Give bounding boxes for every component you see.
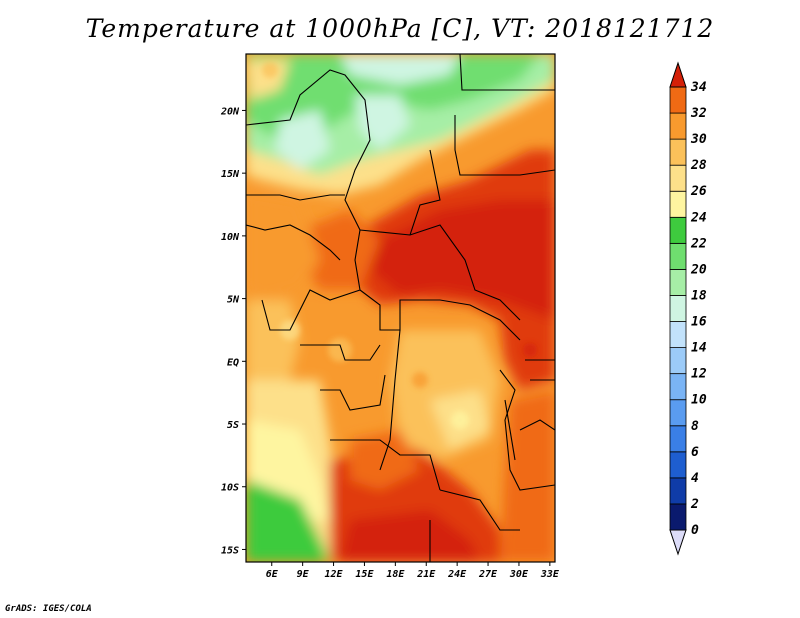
lon-tick-label: 9E	[297, 569, 310, 580]
colorbar-label: 6	[691, 445, 699, 460]
colorbar-label: 24	[690, 210, 707, 225]
lat-tick-label: 15N	[221, 169, 240, 180]
colorbar-label: 2	[690, 497, 699, 512]
colorbar-label: 30	[690, 132, 707, 147]
colorbar-swatch	[669, 347, 687, 375]
colorbar-label: 18	[691, 288, 707, 303]
lon-tick-label: 12E	[325, 569, 344, 580]
country-borders	[246, 54, 555, 562]
colorbar-over-arrow	[669, 61, 687, 88]
colorbar-label: 4	[691, 471, 699, 486]
colorbar-swatch	[669, 451, 687, 479]
colorbar-swatch	[669, 425, 687, 453]
colorbar-swatch	[669, 138, 687, 166]
colorbar-label: 12	[691, 367, 707, 382]
colorbar-label: 26	[690, 184, 707, 199]
colorbar-label: 10	[691, 393, 707, 408]
map-frame	[245, 53, 556, 563]
lon-tick-label: 18E	[386, 569, 405, 580]
lat-tick-label: 5S	[227, 420, 239, 431]
colorbar-swatch	[669, 190, 687, 218]
lat-tick-label: EQ	[227, 357, 239, 368]
colorbar-swatch	[669, 164, 687, 192]
colorbar-label: 32	[690, 106, 707, 121]
colorbar-swatch	[669, 112, 687, 140]
colorbar-swatch	[669, 399, 687, 427]
lon-tick-label: 27E	[478, 569, 498, 580]
colorbar-swatch	[669, 295, 687, 322]
colorbar-swatch	[669, 242, 687, 270]
colorbar-swatch	[669, 321, 687, 348]
lat-tick-label: 5N	[227, 295, 240, 306]
colorbar-label: 28	[690, 158, 707, 173]
lat-tick-label: 10S	[221, 483, 239, 494]
chart-title: Temperature at 1000hPa [C], VT: 20181217…	[85, 14, 715, 43]
colorbar-label: 34	[690, 80, 707, 95]
colorbar-label: 14	[691, 341, 707, 356]
colorbar-swatch	[669, 477, 687, 505]
lon-tick-label: 33E	[540, 569, 560, 580]
lon-tick-label: 30E	[509, 569, 529, 580]
colorbar-swatch	[669, 269, 687, 296]
axis-ticks: 6E 9E 12E 15E 18E 21E 24E 27E 30E 33E 20N 15N 10N 5N E…	[220, 106, 560, 580]
colorbar-label: 0	[691, 523, 699, 538]
footer-credit: GrADS: IGES/COLA	[5, 604, 92, 614]
colorbar-swatch	[669, 86, 687, 114]
lat-tick-label: 15S	[221, 545, 239, 556]
lon-tick-label: 24E	[447, 569, 467, 580]
colorbar-label: 22	[690, 236, 707, 251]
colorbar-swatch	[669, 503, 687, 531]
lon-tick-label: 21E	[416, 569, 436, 580]
lat-tick-label: 20N	[220, 106, 240, 117]
lon-tick-label: 15E	[355, 569, 374, 580]
colorbar-swatch	[669, 373, 687, 401]
colorbar-label: 20	[690, 262, 707, 277]
colorbar-label: 16	[691, 315, 707, 330]
colorbar-swatch	[669, 216, 687, 244]
lon-tick-label: 6E	[266, 569, 279, 580]
lat-tick-label: 10N	[221, 232, 240, 243]
colorbar-label: 8	[691, 419, 699, 434]
colorbar-under-arrow	[669, 529, 687, 556]
